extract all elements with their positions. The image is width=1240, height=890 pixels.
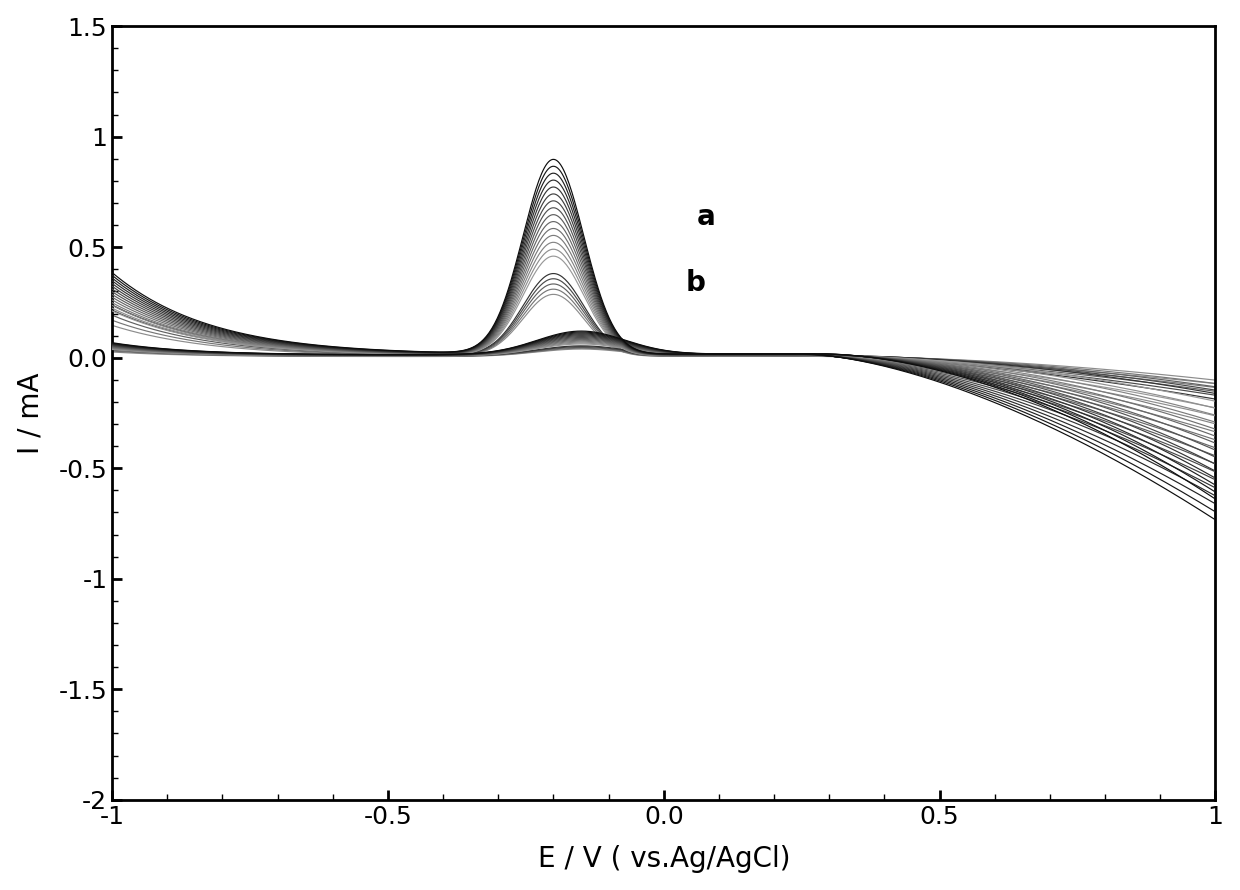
Text: a: a bbox=[697, 203, 715, 231]
Text: b: b bbox=[686, 270, 706, 297]
X-axis label: E / V ( vs.Ag/AgCl): E / V ( vs.Ag/AgCl) bbox=[537, 846, 790, 873]
Y-axis label: I / mA: I / mA bbox=[16, 372, 45, 454]
